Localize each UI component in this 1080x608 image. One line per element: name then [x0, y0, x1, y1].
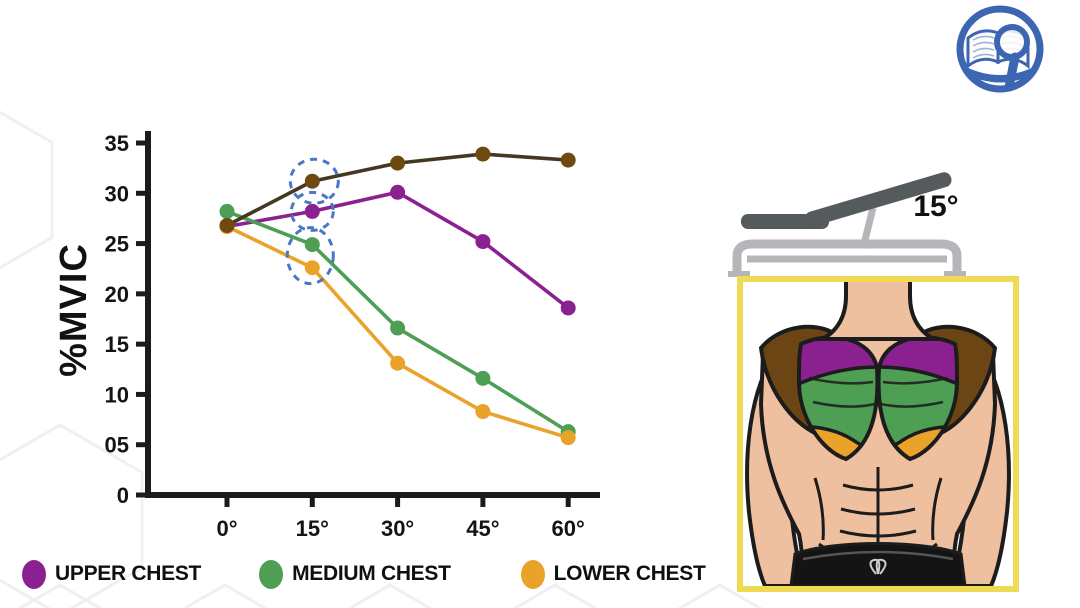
data-point — [219, 217, 235, 233]
paper-title-line1: EFFECT OF FIVE BENCH INCLINATIONS ON THE… — [294, 50, 904, 66]
waistband — [802, 550, 954, 561]
muscle-map — [745, 282, 1011, 586]
y-tick-label: 10 — [105, 382, 129, 407]
neck — [815, 282, 941, 341]
header-authors-bar: DAVID RODRÍGUEZ-RIDAO, JOSÉ A. ANTEQUERA… — [370, 27, 966, 46]
data-point — [304, 173, 320, 189]
bench-illustration: 15° — [728, 172, 966, 277]
legend-label: LOWER CHEST — [553, 562, 706, 585]
data-point — [475, 234, 491, 250]
x-tick-label: 60° — [552, 516, 585, 541]
highlight-ellipse — [288, 157, 340, 205]
muscle-map-frame — [737, 276, 1019, 592]
data-point — [560, 152, 576, 168]
pec-outlines — [796, 335, 960, 462]
data-point — [304, 260, 320, 276]
data-point — [560, 430, 576, 446]
y-tick-label: 15 — [105, 332, 129, 357]
paper-title-line2: PECTORALIS MAJOR, ANTERIOR DELTOID, AND … — [241, 70, 957, 86]
highlight-ellipse — [285, 226, 335, 286]
y-tick-label: 20 — [105, 282, 129, 307]
medium-chest-swatch-icon — [259, 559, 284, 589]
authors-text: DAVID RODRÍGUEZ-RIDAO, JOSÉ A. ANTEQUERA… — [374, 30, 962, 43]
y-tick-label: 25 — [105, 232, 129, 257]
data-point — [560, 300, 576, 316]
emg-chart: %MVIC 0 05 10 15 20 25 30 35 0° 15° 30° 45° 60° — [53, 131, 600, 541]
data-point — [390, 184, 406, 200]
data-point — [475, 146, 491, 162]
legend-item-upper-chest: UPPER CHEST — [22, 559, 202, 589]
x-tick-label: 15° — [296, 516, 329, 541]
bench-frame — [732, 239, 962, 275]
highlight-ellipse — [289, 190, 335, 232]
drawstring-bow — [869, 558, 887, 575]
data-point — [390, 355, 406, 371]
y-tick-label: 30 — [105, 181, 129, 206]
data-point — [475, 370, 491, 386]
y-tick-label: 35 — [105, 131, 129, 156]
journal-logo — [950, 0, 1054, 100]
x-tick-label: 30° — [381, 516, 414, 541]
x-tick-label: 45° — [466, 516, 499, 541]
y-tick-label: 05 — [105, 433, 129, 458]
legend-label: UPPER CHEST — [55, 562, 202, 585]
bench-back-pad — [804, 172, 952, 227]
bench-angle-label: 15° — [913, 190, 958, 223]
data-point — [390, 320, 406, 336]
data-point — [475, 404, 491, 420]
chart-legend: UPPER CHEST MEDIUM CHEST LOWER CHEST DEL… — [22, 556, 847, 592]
data-point — [219, 203, 235, 219]
x-tick-label: 0° — [216, 516, 237, 541]
legend-label: MEDIUM CHEST — [292, 562, 451, 585]
open-book-magnifier-icon — [956, 5, 1044, 93]
shorts — [789, 542, 967, 586]
data-point — [304, 237, 320, 253]
header-title-bar: EFFECT OF FIVE BENCH INCLINATIONS ON THE… — [232, 46, 966, 91]
legend-item-medium-chest: MEDIUM CHEST — [259, 559, 451, 589]
data-point — [390, 155, 406, 171]
legend-item-lower-chest: LOWER CHEST — [520, 559, 706, 589]
upper-chest-swatch-icon — [22, 559, 46, 589]
lower-chest-swatch-icon — [520, 559, 545, 589]
y-tick-label: 0 — [117, 483, 129, 508]
y-axis-label: %MVIC — [53, 243, 95, 377]
data-point — [304, 203, 320, 219]
